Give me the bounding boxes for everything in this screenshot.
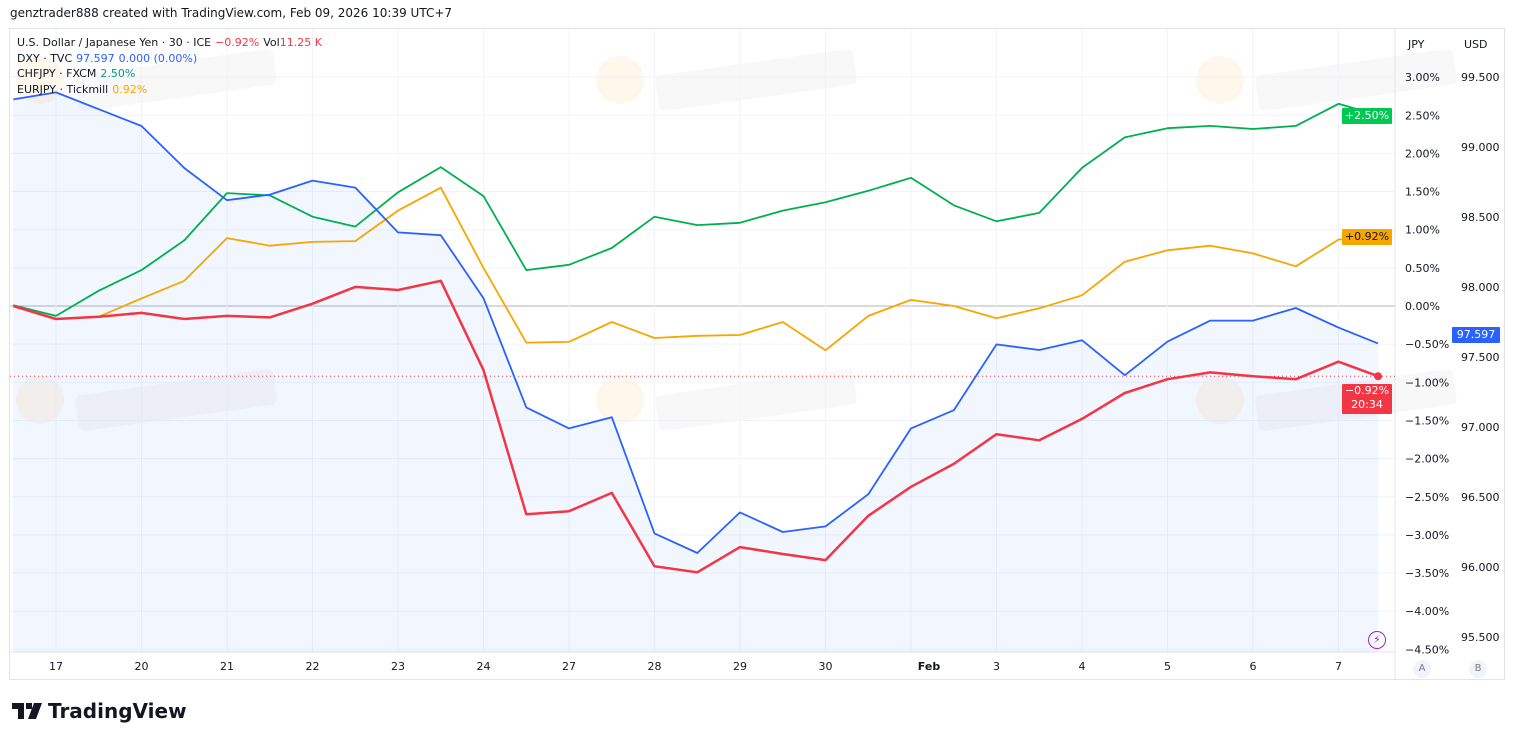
y-left-tick: 0.50%: [1405, 262, 1440, 275]
legend-symbol: CHFJPY · FXCM: [17, 67, 97, 80]
y-right-tick: 96.000: [1461, 561, 1500, 574]
legend-usdjpy[interactable]: U.S. Dollar / Japanese Yen · 30 · ICE −0.…: [17, 35, 326, 51]
x-tick: 17: [49, 660, 63, 673]
legend-vol-value: 11.25 K: [279, 36, 322, 49]
y-right-tick: 99.500: [1461, 71, 1500, 84]
legend-symbol: U.S. Dollar / Japanese Yen · 30 · ICE: [17, 36, 212, 49]
tradingview-logo[interactable]: TradingView: [12, 699, 187, 723]
y-left-tick: −3.50%: [1405, 567, 1449, 580]
legend-eurjpy[interactable]: EURJPY · Tickmill 0.92%: [17, 82, 326, 98]
x-tick: 5: [1164, 660, 1171, 673]
left-axis-currency: JPY: [1408, 38, 1425, 51]
badge-dxy: 97.597: [1452, 327, 1500, 343]
y-right-tick: 96.500: [1461, 491, 1500, 504]
legend: U.S. Dollar / Japanese Yen · 30 · ICE −0.…: [17, 35, 326, 97]
x-tick: 22: [306, 660, 320, 673]
x-tick: 21: [220, 660, 234, 673]
legend-value: 0.92%: [112, 82, 148, 96]
x-tick: 20: [135, 660, 149, 673]
y-right-tick: 95.500: [1461, 631, 1500, 644]
x-tick: 3: [993, 660, 1000, 673]
x-tick: 6: [1250, 660, 1257, 673]
y-left-tick: 2.50%: [1405, 109, 1440, 122]
y-left-tick: −1.50%: [1405, 414, 1449, 427]
legend-symbol: EURJPY · Tickmill: [17, 82, 109, 96]
bar-countdown: 20:34: [1351, 398, 1383, 411]
chart-caption: genztrader888 created with TradingView.c…: [10, 6, 453, 20]
y-left-tick: 2.00%: [1405, 147, 1440, 160]
scale-a-button[interactable]: A: [1413, 660, 1431, 678]
x-tick: 28: [648, 660, 662, 673]
x-tick: 4: [1079, 660, 1086, 673]
y-left-tick: −3.00%: [1405, 529, 1449, 542]
badge-chfjpy: +2.50%: [1342, 108, 1392, 124]
x-tick: 29: [733, 660, 747, 673]
chart-frame: [9, 28, 1505, 680]
badge-eurjpy: +0.92%: [1342, 229, 1392, 245]
legend-value: −0.92%: [215, 36, 260, 49]
x-tick: Feb: [918, 660, 941, 673]
right-axis-currency: USD: [1464, 38, 1488, 51]
y-left-tick: −4.50%: [1405, 643, 1449, 656]
legend-vol-label: Vol: [263, 36, 280, 49]
badge-usdjpy-value: −0.92%: [1344, 384, 1390, 397]
y-left-tick: −0.50%: [1405, 338, 1449, 351]
scale-b-button[interactable]: B: [1469, 660, 1487, 678]
y-left-tick: 1.50%: [1405, 186, 1440, 199]
legend-change: 0.000 (0.00%): [118, 51, 198, 65]
y-right-tick: 97.500: [1461, 351, 1500, 364]
legend-symbol: DXY · TVC: [17, 51, 73, 65]
legend-dxy[interactable]: DXY · TVC 97.597 0.000 (0.00%): [17, 51, 326, 67]
legend-value: 2.50%: [100, 67, 136, 80]
x-tick: 30: [819, 660, 833, 673]
legend-chfjpy[interactable]: CHFJPY · FXCM 2.50%: [17, 66, 326, 82]
y-right-tick: 99.000: [1461, 141, 1500, 154]
series-line-eurjpy[interactable]: [13, 186, 1379, 352]
lightning-icon[interactable]: ⚡: [1368, 631, 1386, 649]
tradingview-logo-icon: [12, 703, 42, 719]
last-price-dot: [1374, 372, 1382, 381]
y-left-tick: −4.00%: [1405, 605, 1449, 618]
legend-value: 97.597: [76, 51, 115, 65]
series-line-u.s.[interactable]: [12, 279, 1379, 574]
y-right-tick: 98.500: [1461, 211, 1500, 224]
y-right-tick: 98.000: [1461, 281, 1500, 294]
x-tick: 27: [562, 660, 576, 673]
y-left-tick: 0.00%: [1405, 300, 1440, 313]
dxy-area: [13, 92, 1378, 652]
y-left-tick: −2.00%: [1405, 453, 1449, 466]
y-left-tick: −1.00%: [1405, 376, 1449, 389]
x-tick: 23: [391, 660, 405, 673]
tradingview-brand: TradingView: [48, 699, 187, 723]
badge-usdjpy: −0.92% 20:34: [1342, 384, 1392, 414]
y-left-tick: −2.50%: [1405, 491, 1449, 504]
y-left-tick: 3.00%: [1405, 71, 1440, 84]
y-left-tick: 1.00%: [1405, 224, 1440, 237]
x-tick: 7: [1335, 660, 1342, 673]
series-line-chfjpy[interactable]: [13, 102, 1379, 317]
y-right-tick: 97.000: [1461, 421, 1500, 434]
series-line-dxy[interactable]: [13, 91, 1379, 554]
x-tick: 24: [477, 660, 491, 673]
